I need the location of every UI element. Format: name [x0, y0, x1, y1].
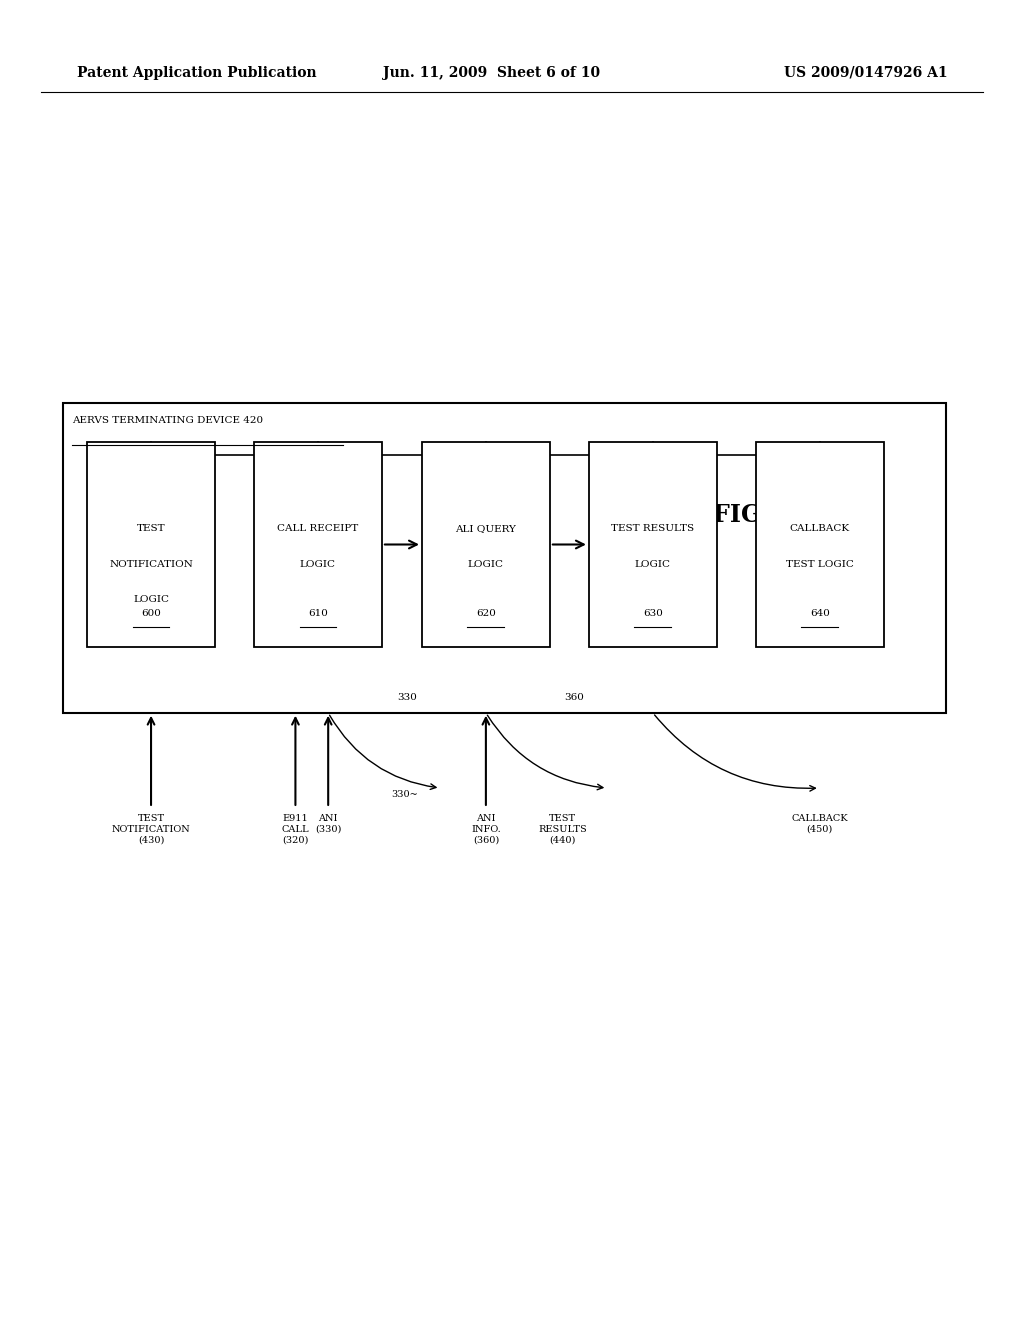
Text: 620: 620 [476, 610, 496, 618]
Text: ANI
INFO.
(360): ANI INFO. (360) [471, 814, 501, 845]
Text: TEST LOGIC: TEST LOGIC [785, 560, 854, 569]
Bar [589, 442, 717, 647]
Text: TEST
RESULTS
(440): TEST RESULTS (440) [539, 814, 587, 845]
Text: LOGIC: LOGIC [300, 560, 336, 569]
Bar [254, 442, 382, 647]
Text: LOGIC: LOGIC [635, 560, 671, 569]
Bar [422, 442, 550, 647]
Text: NOTIFICATION: NOTIFICATION [110, 560, 193, 569]
Text: Jun. 11, 2009  Sheet 6 of 10: Jun. 11, 2009 Sheet 6 of 10 [383, 66, 600, 79]
Text: Patent Application Publication: Patent Application Publication [77, 66, 316, 79]
Text: ANI
(330): ANI (330) [315, 814, 341, 834]
Text: 610: 610 [308, 610, 328, 618]
Text: LOGIC: LOGIC [468, 560, 504, 569]
Bar [63, 403, 946, 713]
Text: TEST RESULTS: TEST RESULTS [611, 524, 694, 533]
Text: 640: 640 [810, 610, 829, 618]
Text: 600: 600 [141, 610, 161, 618]
Text: 360: 360 [564, 693, 584, 702]
Text: AERVS TERMINATING DEVICE 420: AERVS TERMINATING DEVICE 420 [72, 416, 263, 425]
Bar [756, 442, 884, 647]
Text: CALLBACK
(450): CALLBACK (450) [792, 814, 848, 834]
Text: LOGIC: LOGIC [133, 595, 169, 605]
Text: TEST
NOTIFICATION
(430): TEST NOTIFICATION (430) [112, 814, 190, 845]
Text: CALL RECEIPT: CALL RECEIPT [278, 524, 358, 533]
Text: TEST: TEST [137, 524, 165, 533]
Text: US 2009/0147926 A1: US 2009/0147926 A1 [783, 66, 947, 79]
Text: FIG. 6: FIG. 6 [713, 503, 793, 527]
Text: CALLBACK: CALLBACK [790, 524, 850, 533]
Text: ALI QUERY: ALI QUERY [456, 524, 516, 533]
Bar [87, 442, 215, 647]
Text: 630: 630 [643, 610, 663, 618]
Text: 330~: 330~ [391, 791, 418, 799]
Text: 330: 330 [397, 693, 417, 702]
Text: E911
CALL
(320): E911 CALL (320) [282, 814, 309, 845]
